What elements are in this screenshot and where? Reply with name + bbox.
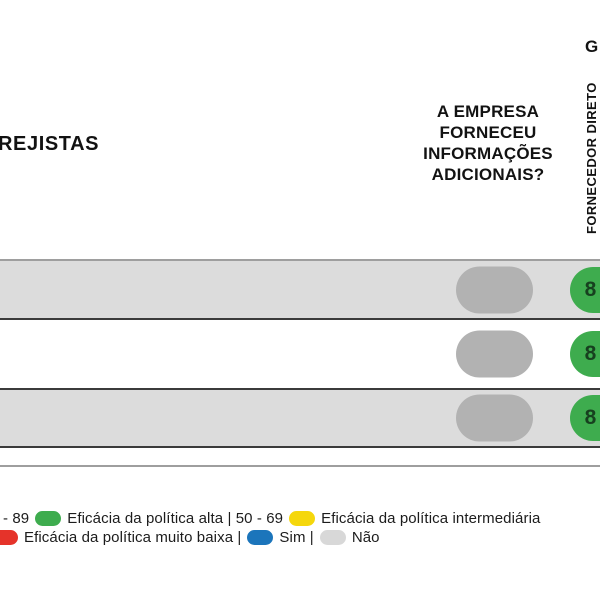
score-badge-green: 8 bbox=[570, 395, 600, 441]
column-header-additional-info: A EMPRESA FORNECEU INFORMAÇÕES ADICIONAI… bbox=[423, 102, 553, 184]
legend-swatch-green-icon bbox=[35, 511, 62, 526]
answer-pill-nao bbox=[456, 394, 533, 442]
column-header-partial-right: G bbox=[585, 37, 599, 56]
score-badge-green: 8 bbox=[570, 266, 600, 313]
legend-line-1: - 89 Eficácia da política alta | 50 - 69… bbox=[3, 509, 600, 528]
score-value: 8 bbox=[584, 277, 597, 301]
legend-label-low: Eficácia da política muito baixa | bbox=[24, 529, 242, 546]
legend-line-2: Eficácia da política muito baixa | Sim |… bbox=[0, 528, 600, 547]
table-bottom-frame-line bbox=[0, 465, 600, 467]
legend-swatch-gray-icon bbox=[319, 530, 346, 545]
legend-label-mid: Eficácia da política intermediária bbox=[321, 510, 541, 527]
score-badge-green: 8 bbox=[570, 331, 600, 377]
row-separator bbox=[0, 388, 600, 390]
legend-range-high: - 89 bbox=[3, 510, 30, 527]
legend-swatch-red-icon bbox=[0, 530, 18, 545]
score-value: 8 bbox=[584, 342, 597, 365]
legend: - 89 Eficácia da política alta | 50 - 69… bbox=[0, 509, 600, 547]
column-header-retailers: REJISTAS bbox=[0, 133, 100, 155]
answer-pill-nao bbox=[456, 266, 533, 313]
legend-label-yes: Sim | bbox=[279, 529, 314, 546]
table-row: 8 bbox=[0, 320, 600, 388]
legend-swatch-yellow-icon bbox=[289, 511, 316, 526]
table-row: 8 bbox=[0, 261, 600, 318]
row-separator bbox=[0, 318, 600, 320]
legend-label-high: Eficácia da política alta | 50 - 69 bbox=[67, 510, 284, 527]
table-top-frame-line bbox=[0, 259, 600, 261]
legend-swatch-blue-icon bbox=[247, 530, 274, 545]
column-header-supplier-direct: FORNECEDOR DIRETO bbox=[584, 82, 599, 234]
score-value: 8 bbox=[584, 406, 597, 429]
legend-label-no: Não bbox=[351, 529, 380, 546]
row-separator bbox=[0, 446, 600, 448]
table-row: 8 bbox=[0, 390, 600, 446]
answer-pill-nao bbox=[456, 330, 533, 378]
